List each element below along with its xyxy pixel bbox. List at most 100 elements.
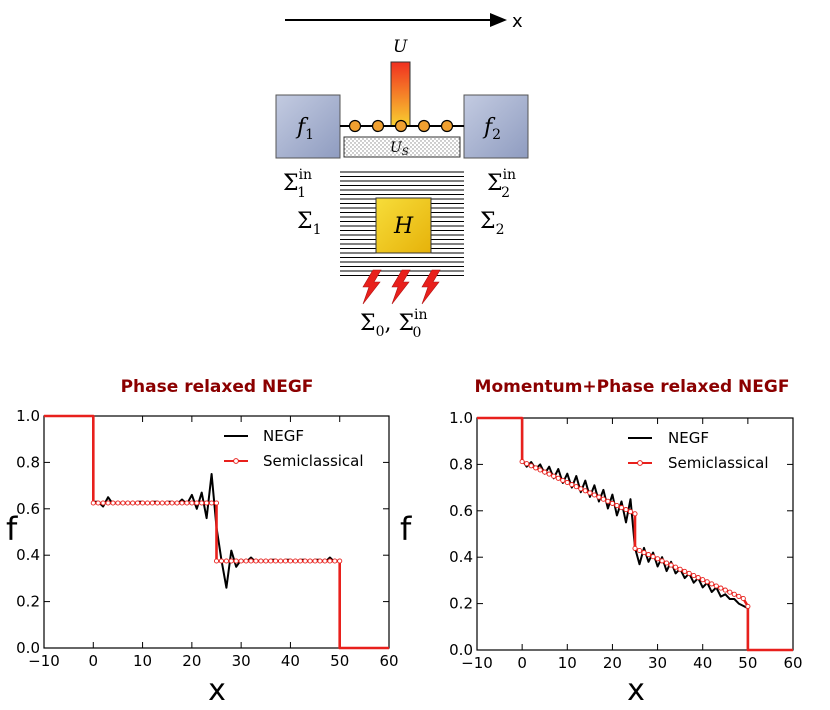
semiclassical-point [636, 547, 643, 554]
legend-negf-label: NEGF [263, 427, 304, 445]
y-tick-label: 0.8 [16, 453, 40, 471]
semiclassical-point [736, 593, 742, 599]
tick-marks [43, 415, 390, 649]
semiclassical-point [655, 556, 661, 562]
sigma-left-label: Σ1 [297, 209, 321, 238]
semiclassical-point [204, 500, 210, 506]
site [371, 119, 385, 133]
semiclassical-point [248, 558, 254, 564]
semiclassical-point [317, 558, 323, 564]
plot-area [44, 414, 389, 650]
x-tick-label: −10 [461, 654, 493, 672]
diagram-axis-label: x [512, 11, 523, 32]
potential-bar [390, 61, 411, 127]
legend-semiclassical-marker [637, 460, 643, 466]
semiclassical-point [528, 463, 534, 469]
semiclassical-point [718, 585, 724, 591]
semiclassical-point [149, 500, 155, 506]
sigma-in-right-label: Σin 2 [487, 167, 516, 201]
y-tick-label: 0.0 [16, 639, 40, 657]
x-tick-label: 0 [517, 654, 527, 672]
plot-area [477, 416, 793, 652]
semiclassical-point [609, 500, 615, 506]
semiclassical-point [258, 558, 264, 564]
semiclassical-point [686, 570, 692, 576]
x-tick-label: 50 [738, 654, 757, 672]
semiclassical-point [745, 603, 751, 609]
semiclassical-point [551, 473, 557, 479]
semiclassical-point [587, 490, 593, 496]
semiclassical-point [524, 461, 530, 467]
y-tick-label: 0.4 [449, 548, 473, 566]
x-tick-label: 60 [379, 652, 398, 670]
semiclassical-point [115, 500, 121, 506]
x-tick-label: 60 [783, 654, 802, 672]
semiclassical-point [700, 577, 706, 583]
semiclassical-point [560, 477, 566, 483]
semiclassical-point [645, 552, 652, 558]
y-tick-label: 0.2 [16, 593, 40, 611]
site [440, 119, 454, 133]
semiclassical-point [322, 558, 328, 564]
semiclassical-point [641, 550, 647, 556]
semiclassical-point [169, 500, 175, 506]
sigma-zero-label: Σ0, Σin 0 [360, 307, 428, 341]
semiclassical-point [533, 465, 539, 471]
semiclassical-point [218, 558, 224, 564]
semiclassical-point [691, 572, 697, 579]
semiclassical-point [233, 558, 239, 564]
sigma-right-label: Σ2 [480, 209, 504, 238]
semiclassical-point [664, 560, 670, 566]
semiclassical-point [731, 591, 737, 597]
semiclassical-point [189, 500, 195, 506]
y-axis-label: f [6, 510, 18, 548]
semiclassical-point [600, 496, 606, 502]
semiclassical-point [253, 558, 259, 564]
semiclassical-point [159, 500, 165, 506]
semiclassical-point [332, 558, 338, 564]
semiclassical-point [569, 482, 575, 488]
semiclassical-point [105, 500, 111, 506]
semiclassical-point [312, 558, 318, 564]
y-tick-labels: 0.0 0.2 0.4 0.6 0.8 1.0 [449, 409, 473, 659]
semiclassical-point [297, 558, 303, 564]
x-tick-label: −10 [28, 652, 60, 670]
semiclassical-point [223, 558, 229, 564]
semiclassical-point [542, 469, 548, 475]
x-tick-label: 10 [558, 654, 577, 672]
semiclassical-point [596, 494, 602, 500]
semiclassical-point [668, 562, 674, 568]
legend: NEGF Semiclassical [224, 427, 364, 470]
semiclassical-point [179, 500, 185, 506]
semiclassical-point [709, 581, 715, 587]
semiclassical-point [164, 500, 170, 506]
site [394, 119, 408, 133]
site [348, 119, 362, 133]
arrow-head-icon [490, 13, 507, 27]
x-tick-labels: −10 0 10 20 30 40 50 60 [28, 652, 398, 670]
lightning-bolt-icon [391, 269, 411, 305]
semiclassical-point [199, 500, 205, 506]
semiclassical-point [154, 500, 160, 506]
semiclassical-point [632, 545, 638, 551]
semiclassical-point [282, 558, 289, 564]
y-tick-label: 0.6 [16, 500, 40, 518]
chart-phase-relaxed: Phase relaxed NEGF −10 0 10 20 30 40 50 60 0.00… [6, 377, 399, 708]
semiclassical-point [140, 500, 146, 506]
semiclassical-point [605, 498, 611, 504]
semiclassical-point [673, 564, 679, 570]
x-tick-label: 40 [281, 652, 300, 670]
semiclassical-point [100, 500, 106, 506]
y-tick-label: 0.4 [16, 546, 40, 564]
semiclassical-point [337, 558, 343, 564]
legend-negf-label: NEGF [668, 429, 709, 447]
chart-title: Phase relaxed NEGF [121, 377, 314, 397]
semiclassical-point [268, 558, 274, 564]
semiclassical-point [287, 558, 293, 564]
x-tick-label: 0 [89, 652, 99, 670]
hamiltonian-label: H [393, 214, 414, 239]
legend-semiclassical-label: Semiclassical [263, 452, 364, 470]
semiclassical-point [302, 558, 308, 564]
site [417, 119, 431, 133]
